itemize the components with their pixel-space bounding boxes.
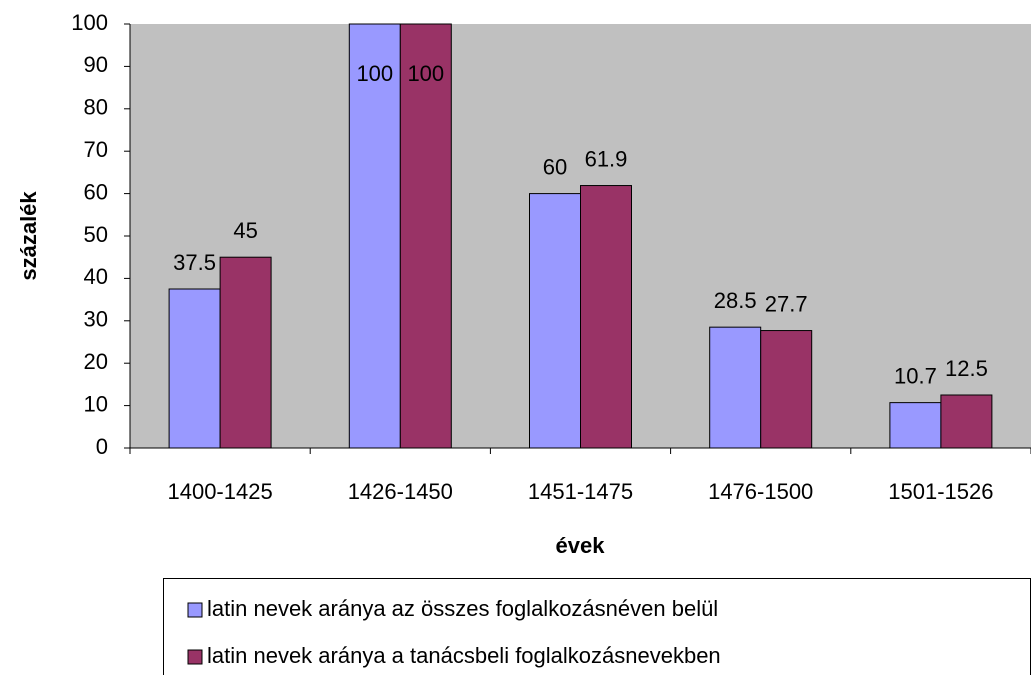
x-axis-label: évek xyxy=(556,533,606,558)
y-tick-label: 60 xyxy=(84,179,108,204)
data-label: 12.5 xyxy=(945,356,988,381)
y-tick-label: 10 xyxy=(84,391,108,416)
y-tick-label: 30 xyxy=(84,307,108,332)
legend-swatch xyxy=(187,602,203,618)
data-label: 61.9 xyxy=(585,146,628,171)
bar xyxy=(580,185,632,449)
data-label: 100 xyxy=(407,61,444,86)
bar xyxy=(709,326,762,449)
bar xyxy=(760,330,813,449)
y-tick-label: 0 xyxy=(96,434,108,459)
y-tick-label: 100 xyxy=(71,10,108,35)
data-label: 60 xyxy=(543,154,567,179)
x-tick-label: 1501-1526 xyxy=(888,479,993,504)
legend-label: latin nevek aránya az összes foglalkozás… xyxy=(207,596,718,621)
bar xyxy=(529,193,581,449)
x-tick-label: 1476-1500 xyxy=(708,479,813,504)
bar xyxy=(348,23,401,449)
data-label: 27.7 xyxy=(765,291,808,316)
x-tick-label: 1400-1425 xyxy=(167,479,272,504)
bar xyxy=(399,23,452,449)
data-label: 28.5 xyxy=(714,288,757,313)
data-label: 37.5 xyxy=(173,250,216,275)
y-tick-label: 80 xyxy=(84,95,108,120)
bar xyxy=(168,288,221,449)
y-axis-label: százalék xyxy=(16,191,41,281)
bar xyxy=(889,402,942,449)
y-tick-label: 40 xyxy=(84,264,108,289)
y-tick-label: 20 xyxy=(84,349,108,374)
y-tick-label: 70 xyxy=(84,137,108,162)
x-tick-label: 1426-1450 xyxy=(348,479,453,504)
y-tick-label: 50 xyxy=(84,222,108,247)
x-tick-label: 1451-1475 xyxy=(528,479,633,504)
bar xyxy=(219,256,272,449)
data-label: 100 xyxy=(356,61,393,86)
legend-swatch xyxy=(187,649,203,665)
data-label: 10.7 xyxy=(894,363,937,388)
bar xyxy=(940,394,993,449)
y-tick-label: 90 xyxy=(84,52,108,77)
legend-label: latin nevek aránya a tanácsbeli foglalko… xyxy=(207,643,721,668)
data-label: 45 xyxy=(233,218,257,243)
